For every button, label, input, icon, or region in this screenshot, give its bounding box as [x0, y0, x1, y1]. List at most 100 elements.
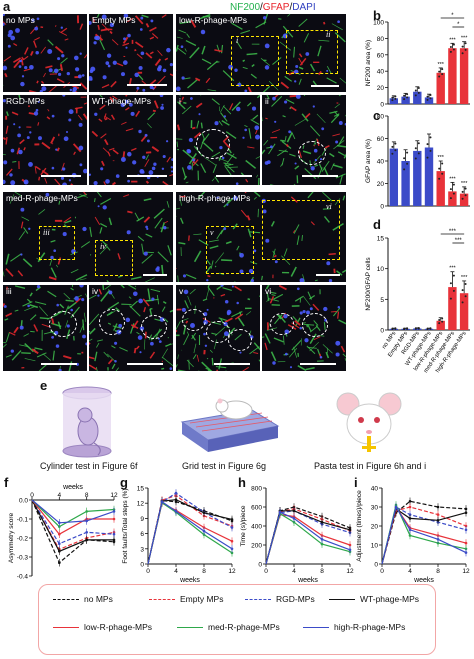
nf200-fiber	[183, 334, 190, 346]
dapi-nucleus	[190, 97, 193, 100]
nf200-fiber	[223, 197, 234, 208]
gfap-process	[153, 100, 159, 109]
dapi-nucleus	[251, 106, 257, 111]
dapi-nucleus	[226, 203, 229, 206]
series-line	[147, 492, 233, 565]
dapi-nucleus	[335, 140, 339, 144]
nf200-fiber	[23, 333, 29, 337]
dapi-nucleus	[53, 68, 59, 74]
dapi-nucleus	[299, 311, 303, 315]
gfap-process	[136, 53, 143, 59]
gfap-process	[63, 355, 72, 360]
gfap-process	[61, 162, 65, 171]
gfap-process	[234, 313, 244, 320]
significance-stars: ***	[461, 181, 468, 187]
nf200-fiber	[268, 298, 279, 302]
nf200-fiber	[209, 349, 213, 353]
dapi-nucleus	[125, 317, 131, 323]
dapi-nucleus	[130, 111, 135, 116]
scale-bar	[143, 274, 167, 276]
x-tick-label: 12	[462, 568, 470, 575]
dapi-nucleus	[24, 181, 27, 185]
y-tick-label: 0	[380, 102, 384, 109]
nf200-fiber	[289, 348, 298, 358]
data-point	[441, 162, 444, 165]
dapi-nucleus	[8, 29, 14, 35]
data-point	[406, 327, 409, 330]
nf200-fiber	[291, 339, 302, 351]
micro-background	[176, 14, 346, 92]
dapi-nucleus	[39, 89, 43, 92]
data-point	[441, 172, 444, 175]
gfap-process	[135, 345, 140, 350]
panel-letter-a: a	[3, 0, 11, 14]
dapi-nucleus	[125, 46, 128, 49]
dapi-nucleus	[19, 325, 24, 330]
nf200-fiber	[266, 293, 270, 302]
nf200-fiber	[207, 285, 210, 288]
gfap-process	[135, 110, 141, 118]
scale-bar	[302, 175, 338, 177]
gfap-process	[273, 254, 277, 258]
data-point	[414, 147, 417, 150]
dapi-nucleus	[181, 76, 185, 80]
nf200-fiber	[285, 98, 295, 104]
dapi-nucleus	[161, 167, 165, 170]
x-tick-label: 0	[30, 492, 34, 499]
gfap-process	[190, 19, 197, 28]
nf200-fiber	[236, 245, 240, 251]
dapi-nucleus	[41, 86, 47, 92]
gfap-process	[240, 209, 248, 218]
gfap-process	[179, 100, 183, 103]
dapi-nucleus	[106, 53, 112, 58]
nf200-fiber	[184, 300, 189, 309]
nf200-fiber	[102, 285, 105, 291]
gfap-process	[304, 112, 311, 119]
data-point	[408, 513, 412, 516]
legend-swatch	[245, 598, 271, 600]
micro-low-r-phage: low-R-phage-MPs i ii	[176, 14, 346, 92]
dapi-nucleus	[26, 136, 30, 140]
gfap-process	[24, 47, 29, 55]
nf200-fiber	[165, 343, 173, 347]
nf200-fiber	[96, 14, 100, 18]
bar	[401, 96, 410, 104]
dapi-nucleus	[239, 351, 242, 354]
nf200-fiber	[273, 293, 284, 300]
dapi-nucleus	[200, 29, 206, 35]
y-tick-label: 30	[371, 505, 379, 512]
dapi-nucleus	[63, 136, 69, 142]
y-tick-label: 60	[377, 52, 385, 59]
dapi-nucleus	[182, 274, 187, 278]
dapi-nucleus	[140, 51, 145, 56]
nf200-fiber	[218, 120, 223, 126]
dapi-nucleus	[97, 294, 100, 297]
nf200-fiber	[9, 194, 15, 204]
nf200-fiber	[191, 332, 197, 340]
inset-box-vi	[262, 200, 340, 260]
dapi-nucleus	[94, 112, 98, 116]
dapi-nucleus	[13, 123, 16, 126]
nf200-fiber	[301, 235, 303, 241]
cylinder-test-illustration	[62, 386, 112, 458]
gfap-process	[11, 111, 19, 116]
nf200-fiber	[309, 63, 316, 72]
dapi-nucleus	[126, 230, 131, 235]
gfap-process	[151, 32, 159, 39]
dapi-nucleus	[28, 161, 33, 167]
gfap-process	[324, 144, 330, 149]
dapi-nucleus	[289, 366, 293, 369]
dapi-nucleus	[108, 290, 113, 295]
nf200-fiber	[103, 351, 110, 358]
scale-bar	[300, 363, 336, 365]
nf200-fiber	[200, 163, 207, 174]
nf200-fiber	[224, 163, 234, 167]
gfap-process	[242, 366, 249, 371]
dapi-nucleus	[89, 76, 93, 81]
nf200-fiber	[262, 149, 266, 155]
fiber-circle	[196, 129, 230, 159]
dapi-nucleus	[29, 131, 32, 134]
gfap-process	[265, 117, 268, 120]
gfap-process	[129, 78, 132, 85]
dapi-nucleus	[123, 14, 129, 19]
